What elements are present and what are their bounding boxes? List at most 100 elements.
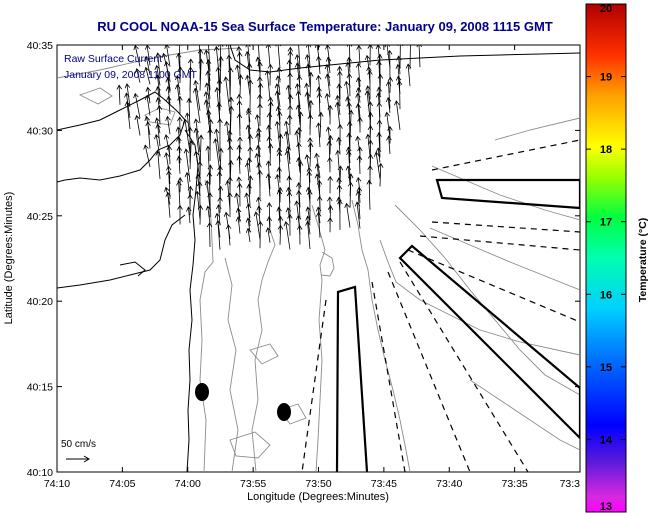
current-vector xyxy=(155,74,161,96)
current-vector xyxy=(244,161,251,188)
current-vector xyxy=(409,45,411,70)
current-vector xyxy=(236,113,243,137)
current-vector xyxy=(275,45,281,69)
current-vector xyxy=(166,95,172,114)
current-vector xyxy=(237,136,243,153)
current-vector xyxy=(236,51,243,78)
current-vector xyxy=(283,120,291,150)
current-vector xyxy=(155,85,161,104)
current-vector xyxy=(365,133,371,156)
current-vector xyxy=(192,87,201,124)
current-vector xyxy=(175,126,182,144)
coast-sandy-hook xyxy=(184,129,199,472)
current-vector xyxy=(255,144,262,165)
current-vector xyxy=(183,148,191,182)
current-vector xyxy=(416,45,422,68)
current-vector xyxy=(297,111,304,139)
current-vector xyxy=(187,193,193,216)
current-vector xyxy=(154,64,161,86)
current-vector xyxy=(166,170,172,200)
scale-arrow xyxy=(66,455,90,463)
contour-shelf-west xyxy=(57,47,241,79)
current-vector xyxy=(277,186,283,203)
current-vector xyxy=(276,206,282,223)
current-vector xyxy=(307,114,314,136)
current-vector xyxy=(307,137,313,153)
current-vector xyxy=(324,93,331,118)
current-vector xyxy=(377,53,383,76)
current-vector xyxy=(386,135,392,155)
current-vector xyxy=(144,45,151,66)
x-tick-label: 73:3 xyxy=(560,478,581,490)
current-vector xyxy=(296,157,302,173)
current-vector xyxy=(155,150,161,180)
current-vector xyxy=(177,177,183,193)
current-vector xyxy=(356,155,363,175)
lane-dash-5 xyxy=(407,249,580,323)
current-vector xyxy=(217,196,223,213)
current-vector xyxy=(155,52,161,78)
current-vector xyxy=(218,56,224,94)
current-vector xyxy=(246,62,253,87)
current-vector xyxy=(245,74,251,96)
current-vector xyxy=(385,96,392,113)
current-vector xyxy=(286,175,292,194)
lane-dash-8 xyxy=(431,139,580,171)
current-vector xyxy=(247,79,254,111)
current-vector xyxy=(305,206,311,224)
x-tick-label: 73:35 xyxy=(501,478,527,490)
current-vector xyxy=(116,84,123,105)
current-vector xyxy=(315,206,322,224)
current-vector xyxy=(274,120,281,150)
current-vector xyxy=(296,75,303,95)
current-vector xyxy=(367,69,373,100)
current-vector xyxy=(325,126,332,144)
current-vector xyxy=(213,45,221,85)
current-vector xyxy=(373,151,381,179)
current-vector xyxy=(143,144,151,168)
current-vector xyxy=(206,222,213,248)
x-axis-label: Longitude (Degrees:Minutes) xyxy=(247,491,389,503)
current-vector xyxy=(235,207,242,223)
current-vector xyxy=(227,67,234,103)
current-vector xyxy=(246,183,252,206)
current-vector xyxy=(327,217,333,233)
current-vector xyxy=(177,204,183,225)
current-vector xyxy=(176,145,183,164)
current-vector xyxy=(277,224,284,245)
current-vector xyxy=(267,143,274,167)
current-vector xyxy=(217,45,224,68)
current-vector xyxy=(376,119,383,150)
current-vector xyxy=(354,201,361,229)
current-vector xyxy=(205,59,212,91)
current-vector xyxy=(315,74,322,95)
colorbar-tick-label: 16 xyxy=(600,289,612,301)
current-vector xyxy=(276,151,283,179)
current-vector xyxy=(176,155,182,174)
current-vector xyxy=(145,86,151,104)
current-vector xyxy=(187,126,193,163)
colorbar-tick-label: 15 xyxy=(600,362,612,374)
current-vector xyxy=(164,45,171,67)
scale-label: 50 cm/s xyxy=(61,439,96,450)
y-tick-label: 40:20 xyxy=(27,296,53,308)
current-vector xyxy=(144,66,151,85)
current-vector xyxy=(283,221,291,250)
lane-dash-6 xyxy=(419,235,580,251)
current-vector xyxy=(176,52,182,77)
y-tick-label: 40:15 xyxy=(27,382,53,394)
current-vector xyxy=(193,127,201,163)
lane-dash-7 xyxy=(431,221,580,233)
current-vector xyxy=(287,72,293,98)
current-vector xyxy=(356,45,362,65)
current-vector xyxy=(176,136,182,154)
current-vector xyxy=(276,67,282,83)
x-tick-label: 73:40 xyxy=(436,478,462,490)
current-vector xyxy=(296,126,302,143)
current-vector xyxy=(176,180,182,209)
current-vector xyxy=(254,114,261,136)
current-vector xyxy=(337,165,344,184)
coast-nj-inlet xyxy=(119,261,146,277)
